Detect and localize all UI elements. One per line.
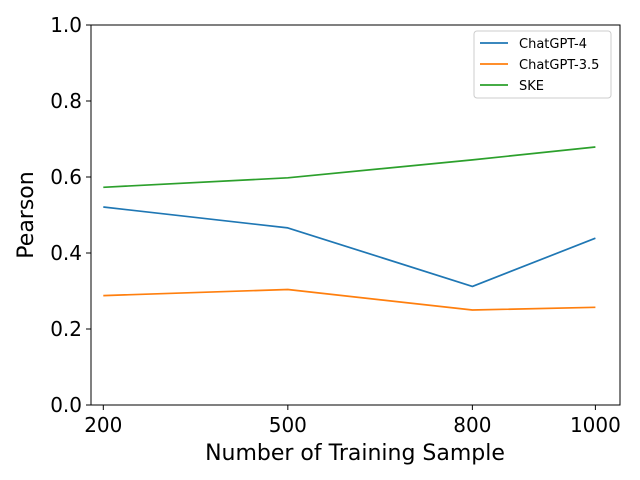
series-line-chatgpt-4: [103, 206, 596, 288]
y-tick-label: 1.0: [50, 13, 82, 37]
x-tick-label: 800: [453, 413, 491, 437]
series-layer: [103, 146, 596, 311]
x-axis-label: Number of Training Sample: [205, 441, 505, 466]
y-tick-label: 0.8: [50, 89, 82, 113]
series-line-ske: [103, 146, 596, 189]
x-tick-label: 500: [269, 413, 307, 437]
x-tick-label: 1000: [570, 413, 621, 437]
legend-label-chatgpt-4: ChatGPT-4: [519, 37, 587, 52]
legend: ChatGPT-4 ChatGPT-3.5 SKE: [473, 30, 612, 99]
x-tick-label: 200: [84, 413, 122, 437]
plot-frame: [90, 24, 621, 406]
y-tick-label: 0.6: [50, 165, 82, 189]
y-axis-label: Pearson: [14, 171, 39, 258]
ticks-layer: 200 500 800 1000 0.0 0.2 0.4 0.6 0.8 1.0: [50, 13, 621, 437]
legend-label-ske: SKE: [519, 79, 544, 94]
y-tick-label: 0.2: [50, 317, 82, 341]
y-tick-label: 0.0: [50, 393, 82, 417]
y-tick-label: 0.4: [50, 241, 82, 265]
legend-box: [473, 30, 612, 99]
legend-label-chatgpt-3-5: ChatGPT-3.5: [519, 58, 599, 73]
series-line-chatgpt-3-5: [103, 288, 596, 311]
